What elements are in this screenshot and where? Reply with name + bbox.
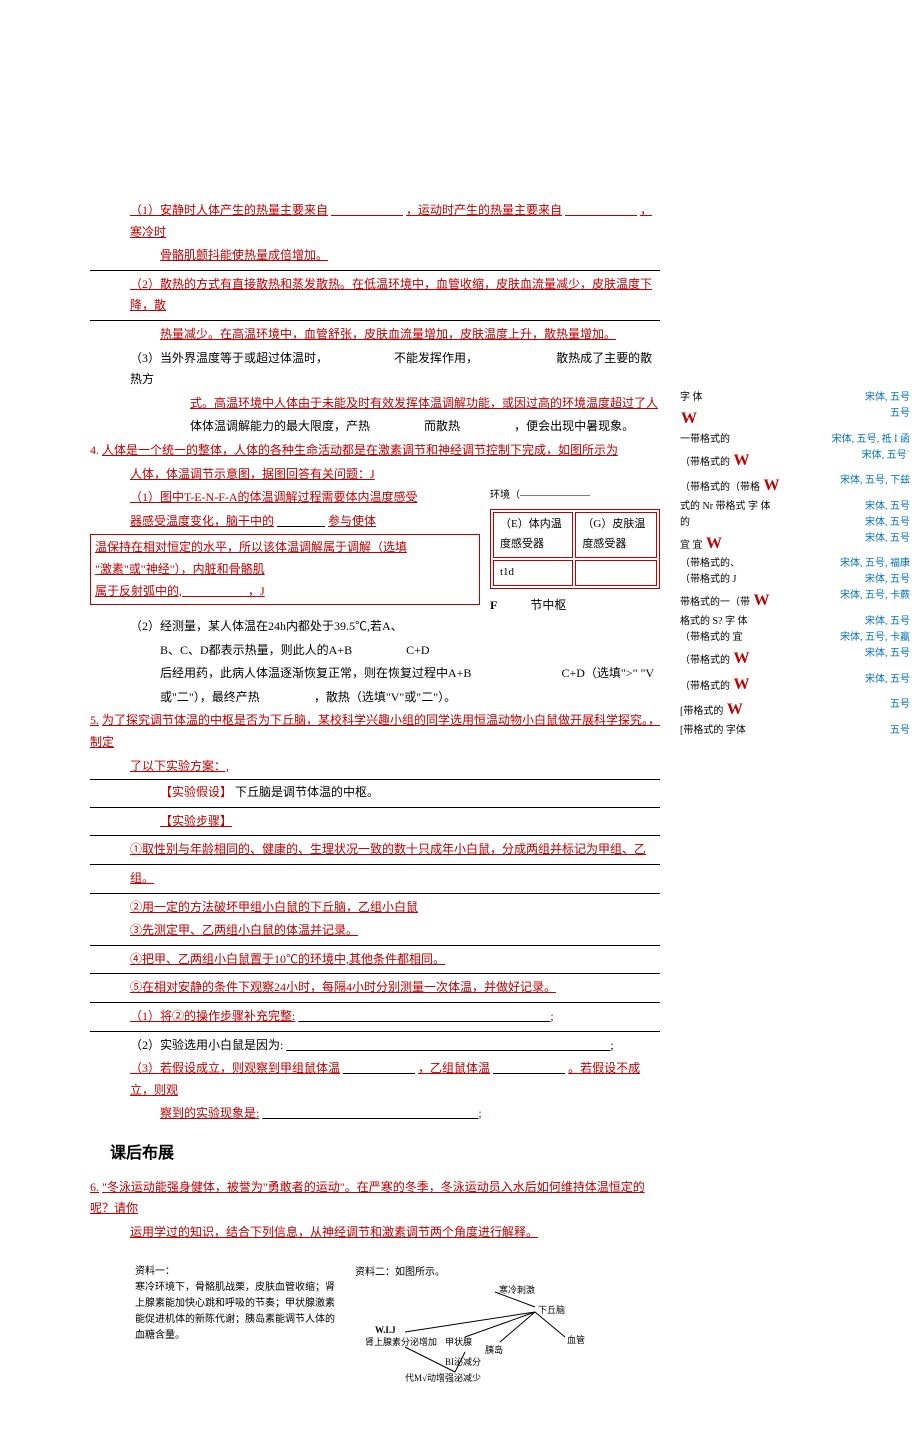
format-annotation-row: （带格式的 W宋体, 五号` [680,448,910,474]
q5-line2: 了以下实验方案：, [90,756,660,781]
q1-line7: 体体温调解能力的最大限度，产热 而散热 ，便会出现中暑现象。 [90,416,660,438]
q6-title: 6. "冬泳运动能强身健体，被誉为"勇敢者的运动"。在严寒的冬季，冬泳运动员入水… [90,1177,660,1220]
q1-line1: （1）安静时人体产生的热量主要来自 ，运动时产生的热量主要来自 ，寒冷时 [90,200,660,243]
q6-line2: 运用学过的知识，结合下列信息，从神经调节和激素调节两个角度进行解释。 [90,1222,660,1244]
format-annotation-row: W五号 [680,406,910,432]
q4-p2b: B、C、D都表示热量，则此人的A+B C+D [90,640,660,662]
q1-line5: （3）当外界温度等于或超过体温时， 不能发挥作用， 散热成了主要的散热方 [90,348,660,391]
material-box: 资料一： 寒冷环境下，骨骼肌战栗，皮肤血管收缩；肾上腺素能加快心跳和呼吸的节奏；… [135,1264,615,1382]
format-annotation-row: 式的 Nr 带格式 字 体宋体, 五号 [680,499,910,515]
q5-step3: ③先测定甲、乙两组小白鼠的体温并记录。 [90,920,660,942]
section-title: 课后布展 [110,1140,660,1169]
q5-step5: ⑤在相对安静的条件下观察24小时，每隔4小时分别测量一次体温，并做好记录。 [90,977,660,999]
q1-line6: 式。高温环境中人体由于未能及时有效发挥体温调解功能，或因过高的环境温度超过了人 [90,393,660,415]
main-content: （1）安静时人体产生的热量主要来自 ，运动时产生的热量主要来自 ，寒冷时 骨骼肌… [0,0,720,1442]
q1-line4: 热量减少。在高温环境中，血管舒张，皮肤血流量增加，皮肤温度上升，散热量增加。 [90,324,660,346]
format-annotation-row: （带格式的 W宋体, 五号 [680,646,910,672]
format-annotation-row: （带格式的、宋体, 五号, 福康 [680,556,910,572]
format-annotation-row: 宜 宜 W宋体, 五号 [680,531,910,557]
q5-sub3d: 察到的实验现象是: ; [90,1103,660,1125]
q1-line3: （2）散热的方式有直接散热和蒸发散热。在低温环境中，血管收缩，皮肤血流量减少，皮… [90,274,660,317]
material-right: 资料二：如图所示。 寒冷刺激 下丘脑 W.I.J 肾上腺素分泌增加 甲状腺 胰岛… [355,1264,615,1382]
diagram: 寒冷刺激 下丘脑 W.I.J 肾上腺素分泌增加 甲状腺 胰岛 血管 BI泌减分 … [355,1282,595,1382]
q5-step4: ④把甲、乙两组小白鼠置于10℃的环境中,其他条件都相同。 [90,949,660,971]
q4-table: （E）体内温度感受器 （G）皮肤温度感受器 t1d [490,509,660,588]
q4-p2d: 后经用药，此病人体温逐渐恢复正常，则在恢复过程中A+B C+D（选填">" "V [90,663,660,685]
q5-hyp: 【实验假设】 下丘脑是调节体温的中枢。 [90,782,660,804]
q4-flex: （1）图中T-E-N-F-A的体温调解过程需要体内温度感受 器感受温度变化，脑干… [90,487,660,616]
q4-p2a: （2）经测量，某人体温在24h内都处于39.5℃,若A、 [90,616,660,638]
q4-p1b: 器感受温度变化，脑干中的 参与使体 [90,511,480,533]
format-annotation-row: [带格式的 W五号 [680,697,910,723]
format-annotation-row: 带格式的一（带 W宋体, 五号, 卡蕨 [680,588,910,614]
q5-sub2: （2）实验选用小白鼠是因为: ; [90,1035,660,1057]
q5-step-label: 【实验步骤】 [90,811,660,833]
q1-line2: 骨骼肌颤抖能使热量成倍增加。 [90,245,660,267]
material-left: 资料一： 寒冷环境下，骨骼肌战栗，皮肤血管收缩；肾上腺素能加快心跳和呼吸的节奏；… [135,1264,335,1382]
q4-p2f: 或"二"），最终产热 ，散热（选填"V"或"二"）。 [90,687,660,709]
q4-p1a: （1）图中T-E-N-F-A的体温调解过程需要体内温度感受 [90,487,480,509]
q5-sub3: （3）若假设成立，则观察到甲组鼠体温 ，乙组鼠体温 。若假设不成立，则观 [90,1058,660,1101]
q4-diagram: 环境（——————— （E）体内温度感受器 （G）皮肤温度感受器 t1d F 节… [480,487,660,616]
format-annotation-row: （带格式的（带格 W宋体, 五号, 下兹 [680,473,910,499]
format-side-panel: 字 体宋体, 五号 W五号一带格式的宋体, 五号, 祗 İ 函（带格式的 W宋体… [680,390,910,739]
format-annotation-row: 格式的 S? 字 体宋体, 五号 [680,614,910,630]
format-annotation-row: （带格式的 J宋体, 五号 [680,572,910,588]
q5-step2: ②用一定的方法破坏甲组小白鼠的下丘脑，乙组小白鼠 [90,897,660,919]
q5-sub1: （1）将②的操作步骤补充完整: ; [90,1006,660,1028]
q5-step1: ①取性别与年龄相同的、健康的、生理状况一致的数十只成年小白鼠，分成两组并标记为甲… [90,839,660,861]
format-annotation-row: 字 体宋体, 五号 [680,390,910,406]
q5-step1b: 组。 [90,868,660,890]
format-annotation-row: 的宋体, 五号 [680,515,910,531]
format-annotation-row: （带格式的 宜宋体, 五号, 卡蠃 [680,630,910,646]
q4-boxed: 温保持在相对恒定的水平，所以该体温调解属于调解（选填 "激素"或"神经"），内脏… [90,534,480,605]
format-annotation-row: （带格式的 W宋体, 五号 [680,672,910,698]
format-annotation-row: [带格式的 字体五号 [680,723,910,739]
format-annotation-row: 一带格式的宋体, 五号, 祗 İ 函 [680,432,910,448]
q5-title: 5. 为了探究调节体温的中枢是否为下丘脑，某校科学兴趣小组的同学选用恒温动物小白… [90,710,660,753]
q4-title: 4. 人体是一个统一的整体，人体的各种生命活动都是在激素调节和神经调节控制下完成… [90,440,660,462]
q4-line2: 人体，体温调节示意图，据图回答有关问题：J [90,464,660,486]
